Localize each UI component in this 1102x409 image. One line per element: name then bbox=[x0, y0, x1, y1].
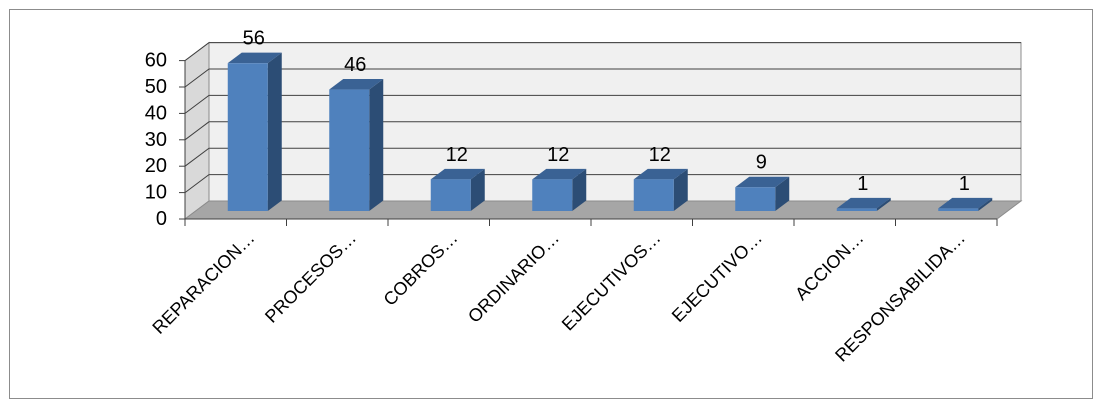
bar-5 bbox=[735, 176, 790, 211]
x-tick-label: ORDINARIO… bbox=[464, 228, 563, 327]
gridline bbox=[184, 68, 1021, 88]
y-tick-label: 60 bbox=[145, 50, 167, 72]
bar-front bbox=[329, 89, 370, 211]
y-tick-label: 0 bbox=[156, 208, 167, 230]
bar-side bbox=[876, 197, 891, 211]
gridline bbox=[184, 42, 1021, 61]
bar-top bbox=[227, 52, 282, 64]
x-tick-label: EJECUTIVOS… bbox=[558, 228, 665, 335]
x-tick-label: COBROS… bbox=[380, 228, 462, 310]
bar-top bbox=[735, 176, 790, 188]
bar-side bbox=[369, 79, 384, 211]
bar-front bbox=[836, 208, 877, 211]
bar-top bbox=[836, 197, 891, 209]
chart-frame: 0 10 20 30 40 50 60 56 REPARACION… 46 PROCESOS… 12 C… bbox=[9, 9, 1093, 399]
y-tick-label: 50 bbox=[145, 76, 167, 98]
gridline bbox=[184, 174, 1021, 194]
bar-side bbox=[673, 168, 688, 211]
data-label: 1 bbox=[857, 173, 868, 195]
chart-bars bbox=[227, 52, 993, 211]
y-tick-label: 10 bbox=[145, 182, 167, 204]
bar-front bbox=[633, 179, 674, 211]
y-tick-label: 40 bbox=[145, 102, 167, 124]
data-label: 46 bbox=[344, 54, 366, 76]
bar-6 bbox=[836, 197, 891, 211]
x-tick-label: REPARACION… bbox=[148, 228, 258, 338]
bar-side bbox=[978, 197, 993, 211]
data-label: 12 bbox=[649, 144, 671, 166]
bar-front bbox=[227, 63, 268, 211]
bar-1 bbox=[329, 79, 384, 211]
bar-side bbox=[470, 168, 485, 211]
bar-front bbox=[735, 187, 776, 211]
bar-side bbox=[267, 52, 282, 211]
data-label: 56 bbox=[243, 28, 265, 50]
bar-3 bbox=[532, 168, 587, 211]
gridline bbox=[184, 94, 1021, 114]
bar-top bbox=[329, 79, 384, 90]
x-tick-label: ACCION… bbox=[791, 228, 867, 304]
y-tick-label: 30 bbox=[145, 129, 167, 151]
gridline bbox=[184, 121, 1021, 141]
bar-side bbox=[775, 176, 790, 211]
bar-top bbox=[633, 168, 688, 180]
floor bbox=[183, 200, 1023, 220]
x-tick-label: EJECUTIVO… bbox=[668, 228, 766, 326]
x-tick-label: PROCESOS… bbox=[261, 228, 360, 327]
data-label: 12 bbox=[547, 144, 569, 166]
y-tick-label: 20 bbox=[145, 155, 167, 177]
bar-top bbox=[430, 168, 485, 180]
bar-0 bbox=[227, 52, 282, 211]
bar-7 bbox=[938, 197, 993, 211]
bar-2 bbox=[430, 168, 485, 211]
data-label: 1 bbox=[959, 173, 970, 195]
bar-top bbox=[532, 168, 587, 180]
gridline bbox=[184, 147, 1021, 167]
data-label: 12 bbox=[446, 144, 468, 166]
bar-front bbox=[532, 179, 573, 211]
bar-front bbox=[430, 179, 471, 211]
chart-axes bbox=[179, 60, 998, 226]
data-label: 9 bbox=[756, 152, 767, 174]
chart: 0 10 20 30 40 50 60 56 REPARACION… 46 PROCESOS… 12 C… bbox=[145, 28, 1023, 366]
bar-front bbox=[938, 208, 979, 211]
bar-4 bbox=[633, 168, 688, 211]
bar-top bbox=[938, 197, 993, 209]
bar-side bbox=[572, 168, 587, 211]
chart-gridlines bbox=[184, 42, 1021, 194]
